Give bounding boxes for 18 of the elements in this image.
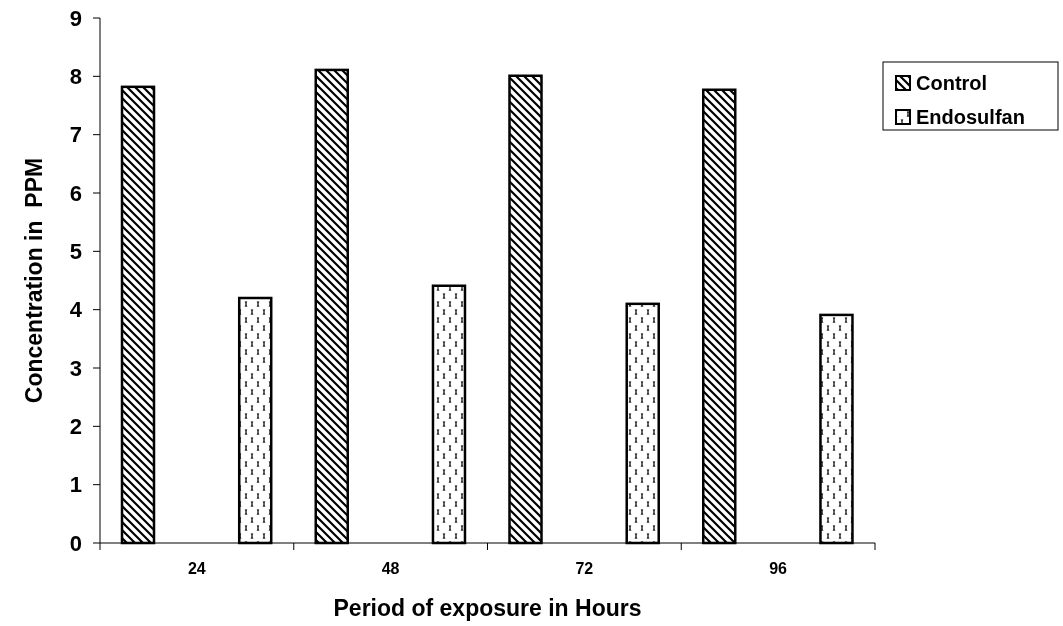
y-tick-label: 8 [69,64,82,90]
x-axis-title: Period of exposure in Hours [333,595,642,621]
x-tick-label: 48 [381,560,400,577]
y-tick-label: 3 [69,355,82,381]
x-tick-label: 96 [769,560,788,577]
x-tick-label: 24 [187,560,206,577]
y-tick-label: 6 [69,180,82,206]
y-axis-title: Concentration in PPM [21,157,47,404]
x-tick-label: 72 [575,560,594,577]
y-tick-label: 7 [69,122,82,148]
y-tick-label: 4 [69,297,83,323]
legend-label: Endosulfan [916,106,1025,128]
y-tick-label: 0 [69,530,82,556]
y-tick-label: 9 [69,5,82,31]
y-tick-label: 1 [69,472,82,498]
y-tick-label: 2 [69,414,82,440]
legend-label: Control [916,72,988,94]
y-tick-label: 5 [69,239,82,265]
